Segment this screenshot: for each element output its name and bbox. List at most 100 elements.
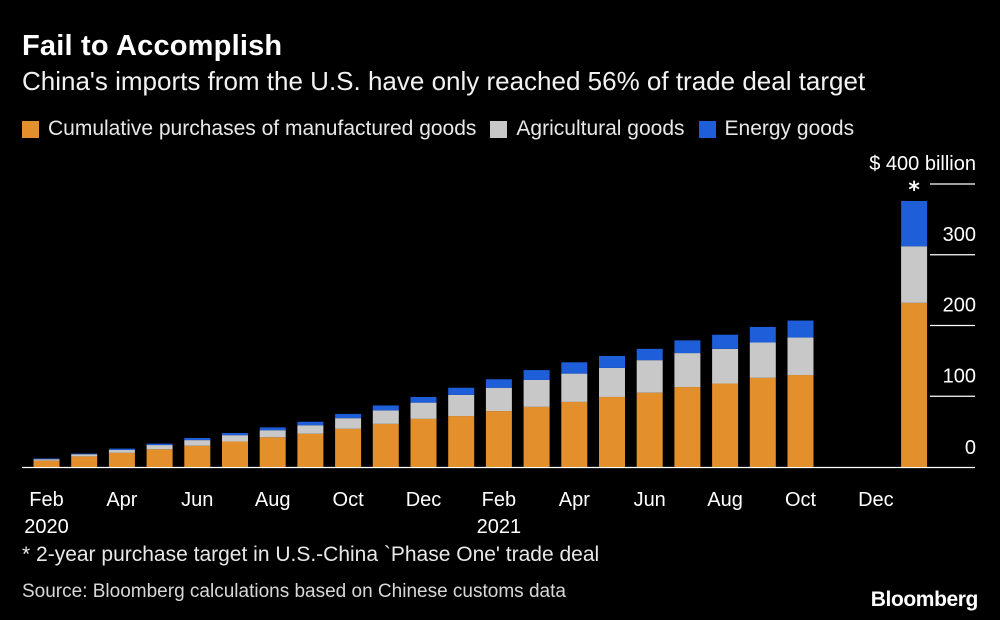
legend-label-manufactured: Cumulative purchases of manufactured goo… (48, 117, 477, 140)
bar-segment-energy (674, 340, 701, 354)
y-tick-label: $ 400 billion (869, 153, 976, 175)
x-tick-label: Oct (785, 489, 817, 511)
bar-segment-energy (749, 326, 776, 343)
bar-segment-energy (485, 379, 512, 388)
x-tick-label: Oct (333, 489, 365, 511)
annotations: * (908, 178, 920, 203)
x-axis-labels: Feb 2020 Apr Jun Aug Oct Dec Feb 2021 Apr Jun Aug Oc… (24, 489, 893, 538)
bar-segment-agricultural (749, 342, 776, 378)
footnote: * 2-year purchase target in U.S.-China `… (22, 543, 599, 567)
bar-segment-agricultural (485, 387, 512, 412)
bar-segment-energy (297, 421, 324, 426)
bar-segment-energy (410, 396, 437, 403)
y-axis-labels: 0 100 200 300 $ 400 billion (869, 153, 976, 459)
bar-segment-energy (787, 320, 814, 338)
bar-segment-manufactured (410, 418, 437, 467)
bar-segment-manufactured (184, 445, 211, 467)
x-tick-label: Jun (181, 489, 213, 511)
bar-segment-manufactured (636, 392, 663, 467)
x-tick-label: Dec (406, 489, 442, 511)
bar-segment-manufactured (674, 387, 701, 467)
bar-segment-manufactured (485, 411, 512, 467)
bar-segment-agricultural (599, 367, 625, 397)
bar-segment-energy (448, 387, 475, 395)
target-asterisk: * (908, 178, 920, 203)
bar-segment-energy (636, 348, 663, 361)
bar-segment-agricultural (410, 402, 437, 419)
footnote-marker: * (22, 543, 31, 566)
x-tick-label: Feb (482, 489, 516, 511)
bar-segment-agricultural (297, 425, 324, 434)
x-tick-label: Dec (858, 489, 894, 511)
bar-segment-energy (712, 334, 739, 349)
bar-segment-manufactured (749, 377, 776, 467)
gridlines (22, 183, 975, 469)
bar-segment-agricultural (372, 410, 399, 424)
bar-segment-energy (599, 355, 625, 368)
x-tick-year-label: 2020 (24, 516, 69, 538)
x-tick-label: Apr (106, 489, 137, 511)
x-tick-label: Aug (707, 489, 743, 511)
x-tick-label: Aug (255, 489, 291, 511)
bar-segment-energy (33, 458, 60, 460)
bar-segment-agricultural (71, 454, 98, 457)
bar-segment-energy (523, 370, 550, 380)
bar-segment-energy (71, 453, 98, 455)
bar-segment-energy (259, 427, 286, 431)
y-tick-label: 100 (943, 365, 976, 387)
bar-segment-energy (335, 413, 362, 419)
bar-segment-energy (108, 448, 135, 451)
chart-subtitle: China's imports from the U.S. have only … (22, 66, 866, 96)
bar-segment-energy (184, 437, 211, 441)
bar-segment-manufactured (297, 433, 324, 467)
bar-segment-manufactured (599, 396, 625, 467)
bar-segment-manufactured (712, 383, 739, 467)
bar-segment-manufactured (108, 452, 135, 467)
bar-segment-agricultural (636, 360, 663, 393)
bar-segment-energy (372, 405, 399, 411)
y-tick-label: 200 (943, 295, 976, 317)
bars (33, 200, 928, 467)
bar-segment-manufactured (448, 416, 475, 467)
bar-segment-energy (561, 362, 588, 374)
bar-segment-manufactured (523, 406, 550, 467)
bar-segment-agricultural (561, 373, 588, 402)
bar-segment-energy (146, 443, 173, 446)
bar-segment-agricultural (146, 445, 173, 450)
x-tick-label: Feb (29, 489, 63, 511)
bar-segment-manufactured (372, 423, 399, 467)
bar-segment-agricultural (523, 379, 550, 407)
bar-segment-agricultural (787, 337, 814, 376)
bar-segment-manufactured (787, 375, 814, 467)
legend-swatch-manufactured (22, 120, 39, 138)
bloomberg-logo: Bloomberg (870, 588, 979, 611)
legend: Cumulative purchases of manufactured goo… (22, 117, 868, 141)
bar-segment-agricultural (712, 348, 739, 384)
bar-segment-manufactured (335, 428, 362, 467)
bar-segment-manufactured (222, 441, 248, 467)
legend-item-manufactured: Cumulative purchases of manufactured goo… (22, 117, 476, 141)
legend-item-agricultural: Agricultural goods (490, 117, 685, 141)
bar-segment-manufactured (561, 401, 588, 467)
bar-segment-agricultural (33, 459, 60, 461)
legend-swatch-agricultural (490, 120, 508, 138)
legend-label-energy: Energy goods (724, 117, 855, 140)
source-note: Source: Bloomberg calculations based on … (22, 581, 566, 602)
bar-segment-agricultural (222, 435, 248, 442)
y-tick-label: 300 (943, 224, 976, 246)
x-tick-year-label: 2021 (477, 516, 522, 538)
bar-segment-agricultural (259, 430, 286, 438)
legend-label-agricultural: Agricultural goods (516, 117, 685, 140)
x-tick-label: Apr (559, 489, 590, 511)
x-tick-label: Jun (634, 489, 666, 511)
legend-item-energy: Energy goods (698, 117, 855, 141)
bar-segment-agricultural (335, 418, 362, 429)
bar-segment-manufactured (71, 456, 98, 467)
legend-swatch-energy (698, 120, 716, 138)
bar-segment-agricultural (901, 246, 928, 303)
bar-segment-agricultural (184, 440, 211, 446)
bar-segment-agricultural (448, 394, 475, 417)
bar-segment-energy (222, 433, 248, 436)
bar-segment-manufactured (901, 302, 928, 467)
